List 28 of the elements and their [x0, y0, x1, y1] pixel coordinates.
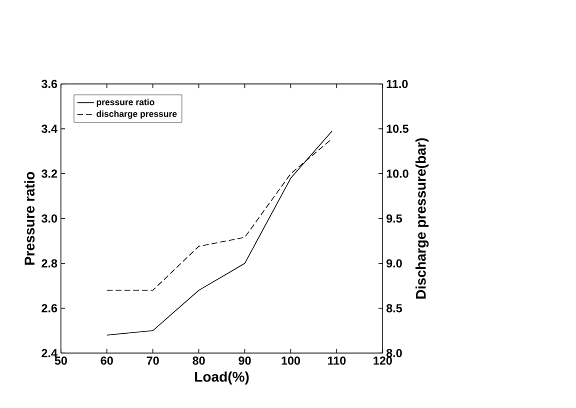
legend-label: pressure ratio [96, 98, 154, 107]
x-axis-title: Load(%) [195, 371, 249, 384]
y-tick-label: 2.4 [42, 348, 58, 357]
y2-tick-label: 8.5 [386, 304, 402, 312]
x-tick-label: 70 [146, 356, 159, 365]
y-tick-label: 3.0 [42, 214, 58, 222]
y2-axis-title: Discharge pressure(bar) [416, 138, 429, 298]
line-series [106, 130, 332, 336]
x-tick-label: 90 [238, 356, 251, 365]
x-tick-label: 100 [282, 356, 300, 365]
y-tick-label: 3.4 [42, 124, 58, 133]
x-tick-label: 50 [54, 356, 67, 365]
y-tick-label: 2.8 [42, 259, 58, 268]
legend-label: discharge pressure [96, 110, 177, 118]
y2-tick-label: 10.0 [386, 169, 408, 178]
y2-tick-label: 11.0 [386, 80, 408, 88]
y-axis-title: Pressure ratio [24, 172, 35, 264]
y-tick-label: 3.6 [42, 80, 58, 88]
y-tick-label: 2.6 [42, 304, 58, 312]
x-tick-label: 60 [100, 356, 113, 365]
y2-tick-label: 8.0 [386, 348, 402, 357]
y2-tick-label: 10.5 [386, 124, 408, 133]
x-tick-label: 80 [192, 356, 205, 365]
x-tick-label: 120 [374, 356, 392, 365]
y-tick-label: 3.2 [42, 169, 58, 178]
y2-tick-label: 9.0 [386, 259, 402, 268]
x-tick-label: 110 [328, 356, 346, 365]
y2-tick-label: 9.5 [386, 214, 402, 222]
